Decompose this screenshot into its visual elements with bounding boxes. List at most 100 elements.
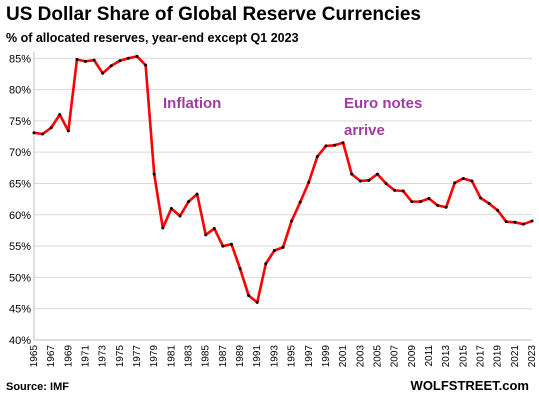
data-point bbox=[384, 181, 388, 185]
data-point bbox=[126, 56, 130, 60]
x-tick-label: 1969 bbox=[63, 345, 74, 368]
x-tick-label: 1977 bbox=[132, 345, 143, 368]
data-point bbox=[75, 58, 79, 62]
x-tick-label: 2007 bbox=[390, 345, 401, 368]
data-point bbox=[315, 155, 319, 159]
data-point bbox=[144, 63, 148, 67]
x-tick-label: 2021 bbox=[510, 345, 521, 368]
data-point bbox=[135, 54, 139, 58]
y-tick-label: 55% bbox=[9, 241, 31, 253]
data-point bbox=[298, 200, 302, 204]
data-point bbox=[247, 294, 251, 298]
data-point bbox=[66, 129, 70, 133]
y-tick-label: 80% bbox=[9, 85, 31, 97]
x-tick-label: 1973 bbox=[98, 345, 109, 368]
x-tick-label: 1995 bbox=[287, 345, 298, 368]
data-point bbox=[367, 178, 371, 182]
data-point bbox=[84, 59, 88, 63]
x-tick-label: 2009 bbox=[407, 345, 418, 368]
x-tick-label: 1999 bbox=[321, 345, 332, 368]
data-point bbox=[401, 189, 405, 193]
x-tick-label: 2019 bbox=[493, 345, 504, 368]
data-point bbox=[92, 58, 96, 62]
data-point bbox=[58, 113, 62, 117]
chart-title: US Dollar Share of Global Reserve Curren… bbox=[6, 4, 421, 25]
data-point bbox=[530, 219, 534, 223]
x-tick-label: 2005 bbox=[372, 345, 383, 368]
data-point bbox=[521, 222, 525, 226]
annotation-text: Euro notes bbox=[344, 95, 422, 112]
data-point bbox=[350, 172, 354, 176]
data-point bbox=[504, 220, 508, 224]
x-tick-label: 1975 bbox=[115, 345, 126, 368]
x-tick-label: 1965 bbox=[29, 345, 40, 368]
x-tick-label: 1981 bbox=[166, 345, 177, 368]
data-point bbox=[393, 188, 397, 192]
data-point bbox=[496, 208, 500, 212]
data-point bbox=[32, 131, 36, 135]
data-point bbox=[427, 197, 431, 201]
data-point bbox=[418, 200, 422, 204]
data-point bbox=[436, 203, 440, 207]
data-point bbox=[161, 226, 165, 230]
data-point bbox=[281, 245, 285, 249]
x-tick-label: 1967 bbox=[46, 345, 57, 368]
data-point bbox=[375, 172, 379, 176]
x-tick-label: 2003 bbox=[355, 345, 366, 368]
data-point bbox=[410, 200, 414, 204]
data-point bbox=[109, 64, 113, 68]
x-tick-label: 2001 bbox=[338, 345, 349, 368]
y-tick-label: 75% bbox=[9, 116, 31, 128]
x-tick-label: 2015 bbox=[458, 345, 469, 368]
chart-subtitle: % of allocated reserves, year-end except… bbox=[6, 31, 299, 45]
data-point bbox=[49, 126, 53, 130]
data-point bbox=[221, 244, 225, 248]
data-point bbox=[358, 179, 362, 183]
data-point bbox=[264, 262, 268, 266]
data-point bbox=[478, 196, 482, 200]
y-tick-label: 60% bbox=[9, 210, 31, 222]
series-line bbox=[33, 55, 533, 304]
x-tick-label: 2011 bbox=[424, 345, 435, 367]
source-note: Source: IMF bbox=[6, 381, 69, 393]
x-tick-label: 1991 bbox=[252, 345, 263, 368]
x-tick-label: 2017 bbox=[475, 345, 486, 368]
data-point bbox=[513, 220, 517, 224]
data-point bbox=[178, 214, 182, 218]
y-tick-label: 85% bbox=[9, 53, 31, 65]
data-point bbox=[255, 300, 259, 304]
x-tick-label: 1989 bbox=[235, 345, 246, 368]
annotation-text: Inflation bbox=[163, 95, 221, 112]
data-point bbox=[307, 180, 311, 184]
x-tick-label: 1983 bbox=[184, 345, 195, 368]
y-tick-label: 45% bbox=[9, 304, 31, 316]
data-point bbox=[461, 176, 465, 180]
x-tick-label: 1979 bbox=[149, 345, 160, 368]
y-tick-label: 40% bbox=[9, 335, 31, 347]
data-point bbox=[453, 181, 457, 185]
data-point bbox=[229, 242, 233, 246]
y-tick-label: 65% bbox=[9, 178, 31, 190]
y-tick-label: 50% bbox=[9, 272, 31, 284]
x-tick-label: 1985 bbox=[201, 345, 212, 368]
data-point bbox=[487, 202, 491, 206]
data-point bbox=[169, 207, 173, 211]
data-point bbox=[195, 192, 199, 196]
x-tick-label: 2023 bbox=[527, 345, 538, 368]
data-point bbox=[341, 141, 345, 145]
data-point bbox=[118, 59, 122, 63]
data-point bbox=[470, 179, 474, 183]
x-tick-label: 2013 bbox=[441, 345, 452, 368]
y-tick-label: 70% bbox=[9, 147, 31, 159]
x-tick-label: 1993 bbox=[269, 345, 280, 368]
data-point bbox=[290, 219, 294, 223]
data-point bbox=[238, 267, 242, 271]
data-point bbox=[187, 200, 191, 204]
annotation-text: arrive bbox=[344, 122, 385, 139]
data-point bbox=[41, 132, 45, 136]
brand-logo-text: WOLFSTREET.com bbox=[410, 378, 529, 393]
data-point bbox=[152, 172, 156, 176]
x-tick-label: 1987 bbox=[218, 345, 229, 368]
data-point bbox=[444, 205, 448, 209]
